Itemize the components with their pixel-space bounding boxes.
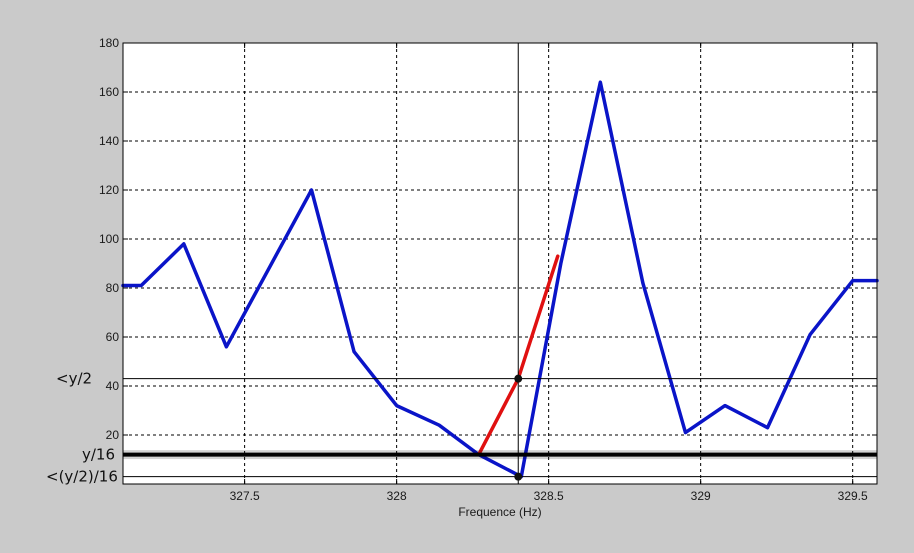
y-tick-label: 140 — [99, 134, 119, 148]
x-tick-label: 329.5 — [838, 489, 868, 503]
y-tick-label: 60 — [106, 330, 120, 344]
ticks: 327.5 328 328.5 329 329.5 20 40 60 80 100 120 140 16… — [99, 36, 877, 503]
plot-frame — [122, 42, 878, 485]
x-tick-label: 329 — [691, 489, 711, 503]
x-tick-label: 328.5 — [534, 489, 564, 503]
y-tick-label: 20 — [106, 428, 120, 442]
y-tick-label: 160 — [99, 85, 119, 99]
grid — [123, 42, 877, 484]
threshold-label: y/16 — [82, 446, 115, 464]
x-tick-label: 327.5 — [230, 489, 260, 503]
y-tick-label: 40 — [106, 379, 120, 393]
y-tick-label: 100 — [99, 232, 119, 246]
intersection-marker — [514, 374, 523, 383]
annotations: <y/2 y/16 <(y/2)/16 — [46, 43, 877, 486]
x-tick-label: 328 — [387, 489, 407, 503]
threshold-label: <(y/2)/16 — [46, 468, 118, 486]
y-tick-label: 180 — [99, 36, 119, 50]
series-line-0 — [121, 80, 879, 479]
threshold-label: <y/2 — [56, 370, 92, 388]
y-tick-label: 120 — [99, 183, 119, 197]
plot-area — [123, 43, 877, 484]
intersection-marker — [514, 472, 523, 481]
x-axis-label: Frequence (Hz) — [458, 505, 541, 519]
y-tick-label: 80 — [106, 281, 120, 295]
